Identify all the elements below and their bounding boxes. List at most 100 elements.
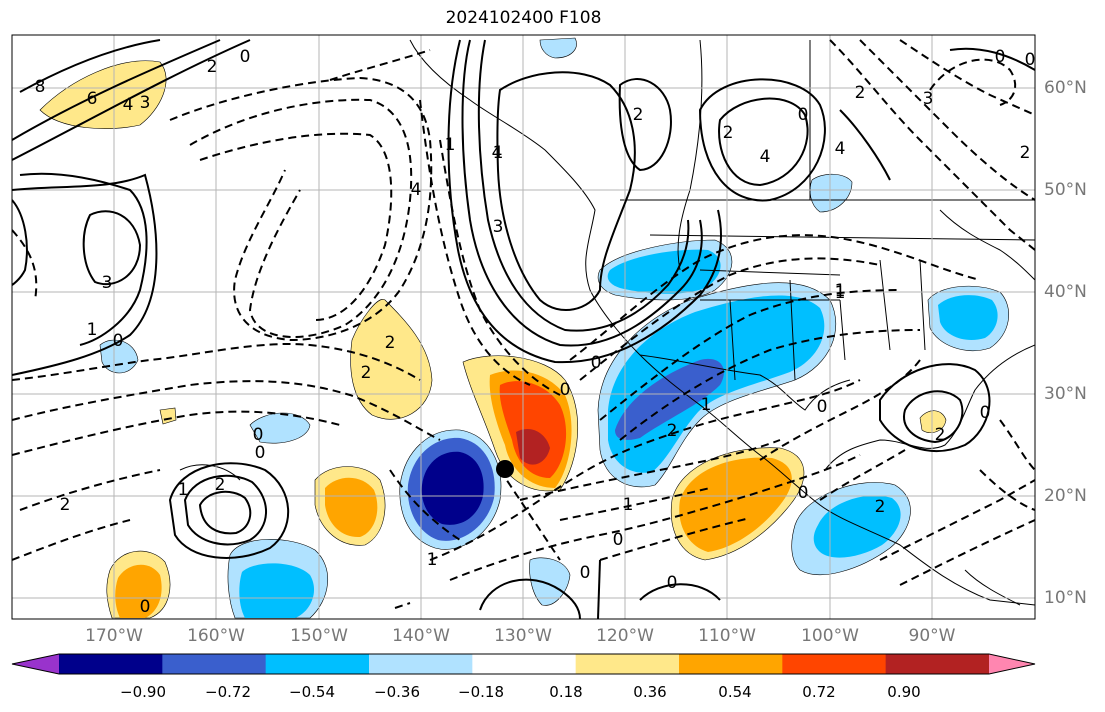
negative-anomaly-region <box>938 295 998 341</box>
latitude-tick-label: 50°N <box>1044 180 1087 200</box>
contour-value-label: 2 <box>855 83 866 103</box>
contour-value-label: 3 <box>102 273 113 293</box>
colorbar-tick-label: −0.18 <box>458 683 504 701</box>
colorbar-tick-label: −0.72 <box>205 683 251 701</box>
longitude-tick-label: 100°W <box>801 626 859 646</box>
colorbar-tick-label: −0.36 <box>374 683 420 701</box>
contour-value-label: 1 <box>835 283 846 303</box>
colorbar-segment <box>369 654 473 674</box>
contour-value-label: 3 <box>493 217 504 237</box>
positive-contours <box>12 39 1035 619</box>
colorbar <box>11 653 1036 675</box>
colorbar-segment <box>265 654 370 674</box>
contour-value-label: 0 <box>253 425 264 445</box>
contour-value-label: 1 <box>623 495 634 515</box>
contour-value-label: 2 <box>935 425 946 445</box>
contour-value-label: 0 <box>613 530 624 550</box>
positive-anomaly-region <box>499 381 567 478</box>
longitude-tick-label: 90°W <box>908 626 956 646</box>
longitude-tick-label: 140°W <box>392 626 450 646</box>
contour-value-label: 2 <box>207 57 218 77</box>
contour-value-label: 1 <box>445 135 456 155</box>
contour-value-label: 0 <box>667 573 678 593</box>
colorbar-arrow-high <box>989 654 1035 674</box>
contour-value-label: 0 <box>591 353 602 373</box>
contour-value-label: 1 <box>87 320 98 340</box>
contour-value-label: 0 <box>560 380 571 400</box>
colorbar-tick-label: 0.54 <box>718 683 752 701</box>
contour-value-label: 2 <box>385 333 396 353</box>
map-title: 2024102400 F108 <box>445 8 602 28</box>
colorbar-tick-label: −0.54 <box>289 683 335 701</box>
positive-anomaly-region <box>115 564 162 618</box>
colorbar-segment <box>885 654 990 674</box>
storm-center-dot <box>496 460 514 478</box>
contour-value-label: 0 <box>580 563 591 583</box>
contour-value-label: 2 <box>1020 143 1031 163</box>
colorbar-tick-label: 0.36 <box>633 683 667 701</box>
graticule <box>12 35 1035 619</box>
latitude-tick-label: 30°N <box>1044 384 1087 404</box>
colorbar-outline <box>11 653 1036 675</box>
contour-value-label: 2 <box>361 363 372 383</box>
contour-value-label: 0 <box>240 47 251 67</box>
colorbar-arrow-low <box>12 654 59 674</box>
colorbar-segment <box>59 654 163 674</box>
contour-value-label: 4 <box>835 139 846 159</box>
latitude-tick-label: 10°N <box>1044 588 1087 608</box>
contour-value-label: 0 <box>995 47 1006 67</box>
contour-value-label: 3 <box>140 93 151 113</box>
negative-anomaly-region <box>249 412 311 444</box>
positive-anomaly-region <box>350 299 433 420</box>
negative-contours <box>12 39 1035 609</box>
contour-value-label: 4 <box>760 147 771 167</box>
contour-value-label: 2 <box>723 123 734 143</box>
contour-value-label: 1 <box>493 143 504 163</box>
negative-anomaly-region <box>539 37 577 59</box>
colorbar-tick-label: 0.18 <box>549 683 583 701</box>
contour-value-label: 2 <box>875 497 886 517</box>
negative-anomaly-region <box>421 451 484 525</box>
contour-value-label: 0 <box>798 105 809 125</box>
contour-value-label: 1 <box>427 550 438 570</box>
longitude-tick-label: 160°W <box>187 626 245 646</box>
negative-anomaly-region <box>813 495 901 558</box>
colorbar-tick-label: −0.90 <box>120 683 166 701</box>
positive-anomaly-region <box>159 407 177 425</box>
contour-value-label: 0 <box>255 443 266 463</box>
longitude-tick-label: 120°W <box>596 626 654 646</box>
contour-value-label: 1 <box>701 395 712 415</box>
positive-anomaly-region <box>919 410 947 433</box>
contour-value-label: 6 <box>87 89 98 109</box>
contour-value-label: 0 <box>113 331 124 351</box>
contour-value-label: 0 <box>980 403 991 423</box>
contour-value-label: 2 <box>60 495 71 515</box>
negative-anomaly-region <box>239 563 315 618</box>
latitude-tick-label: 60°N <box>1044 78 1087 98</box>
shaded-anomaly-layer <box>39 37 1009 619</box>
colorbar-segment <box>162 654 267 674</box>
colorbar-tick-label: 0.72 <box>802 683 836 701</box>
colorbar-segment <box>472 654 577 674</box>
contour-value-label: 4 <box>411 180 422 200</box>
longitude-tick-label: 150°W <box>290 626 348 646</box>
colorbar-segment <box>782 654 887 674</box>
contour-value-label: 0 <box>1025 50 1036 70</box>
contour-value-label: 8 <box>35 77 46 97</box>
negative-anomaly-region <box>615 358 724 440</box>
contour-value-label: 4 <box>123 95 134 115</box>
contour-value-label: 1 <box>178 480 189 500</box>
colorbar-segment <box>575 654 680 674</box>
contour-value-label: 4 <box>492 143 503 163</box>
latitude-tick-label: 20°N <box>1044 486 1087 506</box>
contour-value-label: 0 <box>140 597 151 617</box>
positive-anomaly-region <box>516 428 550 465</box>
latitude-tick-label: 40°N <box>1044 282 1087 302</box>
longitude-tick-label: 110°W <box>698 626 756 646</box>
negative-anomaly-region <box>809 173 853 213</box>
coastline-layer <box>179 39 1035 606</box>
longitude-tick-label: 130°W <box>494 626 552 646</box>
positive-anomaly-region <box>325 477 378 538</box>
longitude-tick-label: 170°W <box>85 626 143 646</box>
